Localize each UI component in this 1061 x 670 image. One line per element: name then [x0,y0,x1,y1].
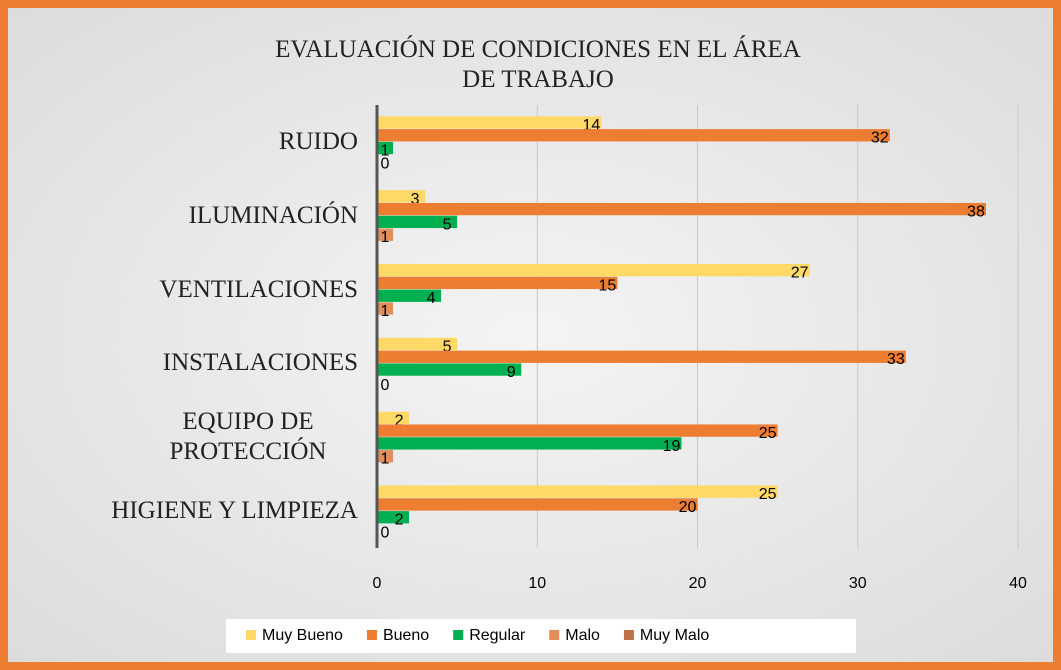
x-tick-label: 10 [528,575,546,592]
bar [377,129,890,142]
bar [377,116,602,129]
bar [377,337,458,351]
data-label: 33 [887,351,905,368]
y-tick-label: EQUIPO DE PROTECCIÓN [169,408,327,466]
bar [377,190,426,203]
bar [377,498,698,511]
data-label: 4 [427,290,436,307]
legend-label: Muy Bueno [262,627,343,644]
data-label: 25 [759,486,777,503]
y-tick-label: HIGIENE Y LIMPIEZA [111,497,358,525]
y-tick-label: RUIDO [278,127,358,155]
data-label: 9 [507,364,516,381]
bar [377,485,778,498]
data-label: 27 [791,265,809,282]
legend-swatch [549,630,560,640]
data-label: 1 [381,303,390,320]
data-label: 25 [759,425,777,442]
data-label: 1 [381,143,390,160]
data-label: 3 [411,191,420,208]
bar [377,276,618,290]
legend-box [226,619,856,653]
legend-label: Bueno [383,627,429,644]
data-label: 20 [679,499,697,516]
data-label: 1 [381,229,390,246]
bar [377,450,394,463]
legend-label: Regular [469,627,526,644]
legend-swatch [453,630,464,640]
data-label: 0 [381,525,390,542]
x-tick-label: 20 [689,575,707,592]
y-tick-label: INSTALACIONES [162,349,358,377]
bar [377,511,410,524]
data-label: 38 [967,204,985,221]
data-label: 5 [443,338,452,355]
y-tick-label: VENTILACIONES [159,275,358,303]
legend-swatch [623,630,634,640]
data-label: 19 [663,438,681,455]
bar [377,302,394,315]
data-label: 1 [381,451,390,468]
x-tick-label: 30 [849,575,867,592]
bar [377,215,458,229]
bar [377,263,810,277]
legend-swatch [246,630,256,640]
chart-title: EVALUACIÓN DE CONDICIONES EN EL ÁREA DE … [275,36,801,93]
data-label: 5 [443,216,452,233]
data-label: 32 [871,130,889,147]
bar [377,141,394,155]
legend-label: Muy Malo [640,627,709,644]
data-label: 15 [598,277,616,294]
bar [377,411,410,424]
y-tick-label: ILUMINACIÓN [188,201,358,229]
bar [377,424,778,437]
legend-label: Malo [565,627,600,644]
x-tick-label: 0 [373,575,382,592]
bar [377,350,906,363]
data-label: 2 [395,512,404,529]
x-tick-label: 40 [1009,575,1027,592]
bar [377,437,682,450]
data-label: 2 [395,412,404,429]
legend-swatch [366,630,377,640]
bar [377,363,522,376]
data-label: 0 [381,155,390,172]
bar [377,289,442,302]
bar [377,202,986,216]
data-label: 0 [381,377,390,394]
bar [377,228,394,241]
